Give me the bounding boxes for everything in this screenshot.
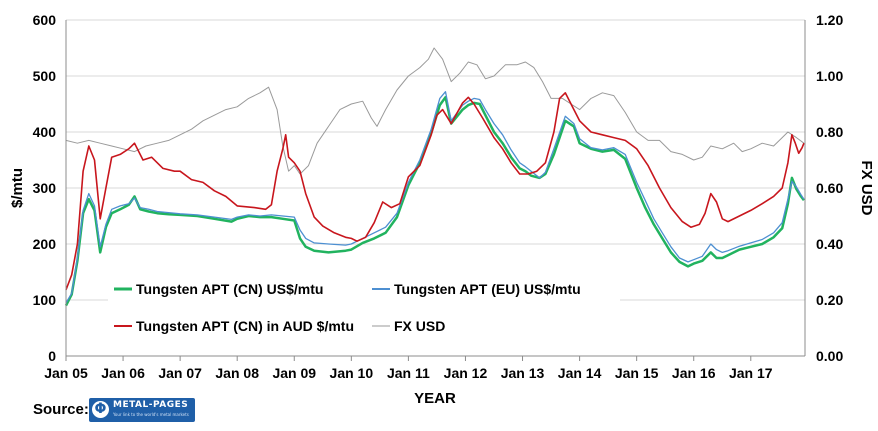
x-tick-6: Jan 11 bbox=[387, 365, 430, 381]
legend-label-eu-usd: Tungsten APT (EU) US$/mtu bbox=[394, 281, 581, 297]
x-tick-3: Jan 08 bbox=[215, 365, 259, 381]
x-tick-9: Jan 14 bbox=[558, 365, 602, 381]
x-tick-8: Jan 13 bbox=[501, 365, 545, 381]
series-line-fx-usd bbox=[65, 47, 805, 175]
y-tick-left-4: 400 bbox=[33, 124, 57, 140]
x-tick-4: Jan 09 bbox=[272, 365, 316, 381]
legend: Tungsten APT (CN) US$/mtu Tungsten APT (… bbox=[108, 276, 620, 342]
y-axis-title-left: $/mtu bbox=[9, 168, 26, 208]
x-tick-0: Jan 05 bbox=[44, 365, 88, 381]
x-tick-7: Jan 12 bbox=[444, 365, 488, 381]
tick-labels: 0 0.00 100 0.20 200 0.40 300 0.60 400 0.80 500 1.00… bbox=[33, 12, 844, 381]
x-tick-11: Jan 16 bbox=[672, 365, 716, 381]
series-line-cn-usd bbox=[64, 96, 805, 307]
y-tick-right-3: 0.60 bbox=[816, 180, 843, 196]
y-tick-right-4: 0.80 bbox=[816, 124, 843, 140]
x-tick-10: Jan 15 bbox=[615, 365, 659, 381]
logo-tagline: Your link to the world's metal markets bbox=[113, 412, 189, 417]
phi-icon: Φ bbox=[94, 401, 107, 417]
series-line-cn-aud bbox=[65, 92, 805, 291]
legend-label-cn-aud: Tungsten APT (CN) in AUD $/mtu bbox=[136, 318, 354, 334]
y-tick-left-5: 500 bbox=[33, 68, 57, 84]
y-tick-right-0: 0.00 bbox=[816, 348, 843, 364]
x-tick-1: Jan 06 bbox=[101, 365, 145, 381]
logo-wordmark: METAL-PAGES bbox=[113, 400, 189, 410]
series-line-eu-usd bbox=[65, 91, 805, 304]
axes bbox=[65, 20, 806, 361]
y-tick-right-6: 1.20 bbox=[816, 12, 843, 28]
y-tick-right-5: 1.00 bbox=[816, 68, 843, 84]
x-tick-12: Jan 17 bbox=[729, 365, 773, 381]
x-tick-2: Jan 07 bbox=[158, 365, 202, 381]
y-tick-right-1: 0.20 bbox=[816, 292, 843, 308]
y-tick-left-1: 100 bbox=[33, 292, 57, 308]
y-tick-left-6: 600 bbox=[33, 12, 57, 28]
x-axis-title: YEAR bbox=[414, 390, 456, 407]
y-axis-title-right: FX USD bbox=[858, 160, 875, 215]
logo-circle-icon bbox=[92, 401, 109, 418]
source-label: Source: bbox=[33, 401, 89, 418]
metal-pages-logo[interactable]: Φ METAL-PAGES Your link to the world's m… bbox=[89, 398, 195, 422]
legend-label-cn-usd: Tungsten APT (CN) US$/mtu bbox=[136, 281, 323, 297]
x-tick-5: Jan 10 bbox=[330, 365, 374, 381]
y-tick-left-0: 0 bbox=[48, 348, 56, 364]
legend-label-fx-usd: FX USD bbox=[394, 318, 445, 334]
y-tick-left-3: 300 bbox=[33, 180, 57, 196]
gridlines bbox=[66, 19, 805, 301]
y-tick-right-2: 0.40 bbox=[816, 236, 843, 252]
y-tick-left-2: 200 bbox=[33, 236, 57, 252]
series-lines bbox=[64, 47, 805, 307]
legend-background bbox=[108, 276, 620, 342]
